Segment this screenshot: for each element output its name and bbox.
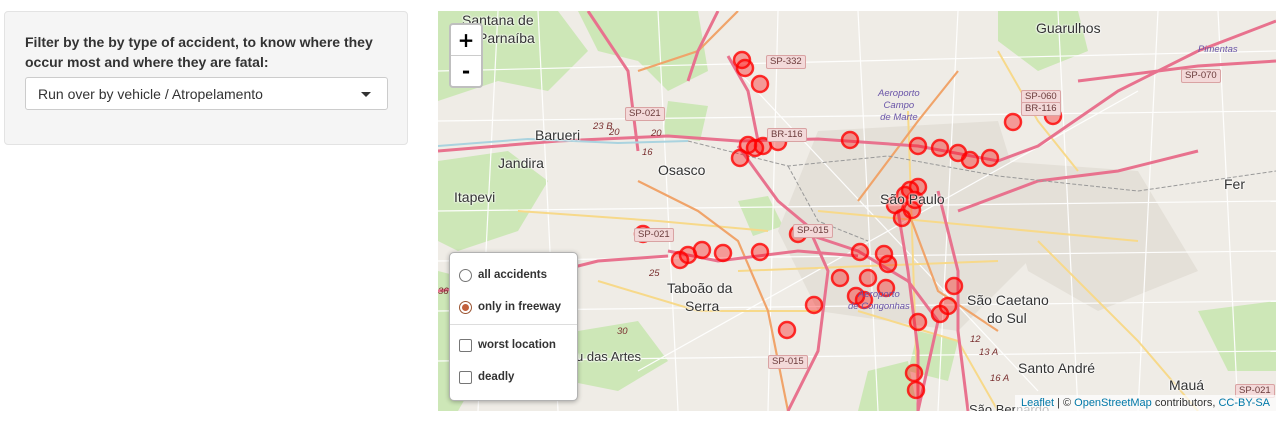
license-link[interactable]: CC-BY-SA	[1218, 397, 1270, 409]
place-osasco: Osasco	[658, 162, 706, 178]
place-pimentas: Pimentas	[1198, 44, 1238, 55]
accident-marker[interactable]	[874, 244, 894, 264]
filter-panel: Filter by the by type of accident, to kn…	[4, 11, 408, 145]
accident-marker[interactable]	[908, 177, 928, 197]
checkbox-label: deadly	[478, 371, 515, 383]
accident-marker[interactable]	[670, 250, 690, 270]
accident-marker[interactable]	[750, 242, 770, 262]
leaflet-link[interactable]: Leaflet	[1020, 397, 1054, 409]
accident-marker[interactable]	[777, 320, 797, 340]
road-sp015-south: SP-015	[768, 355, 808, 369]
place-barueri: Barueri	[535, 127, 581, 143]
layers-control: all accidents only in freeway worst loca…	[449, 252, 578, 401]
checkbox[interactable]	[459, 338, 472, 352]
place-sao-caetano: São Caetano	[967, 292, 1049, 308]
km-marker: 36	[438, 286, 449, 297]
accident-marker[interactable]	[908, 312, 928, 332]
accident-marker[interactable]	[713, 243, 733, 263]
accident-marker[interactable]	[938, 296, 958, 316]
accident-marker[interactable]	[980, 148, 1000, 168]
select-value: Run over by vehicle / Atropelamento	[38, 86, 263, 102]
poi-congonhas: Aeroporto de Congonhas	[848, 289, 910, 312]
place-taboao-serra: Serra	[685, 298, 720, 314]
place-parnaiba: Parnaíba	[478, 30, 535, 46]
divider	[450, 324, 577, 325]
km-marker: 20	[609, 127, 620, 138]
accident-marker[interactable]	[840, 130, 860, 150]
accident-marker[interactable]	[730, 148, 750, 168]
road-sp021-south: SP-021	[634, 228, 674, 242]
accident-type-select[interactable]: Run over by vehicle / Atropelamento	[25, 77, 388, 110]
checkbox-worst-location[interactable]: worst location	[459, 335, 556, 355]
osm-link[interactable]: OpenStreetMap	[1074, 397, 1152, 409]
road-br116: BR-116	[767, 128, 807, 142]
km-marker: 16	[642, 147, 653, 158]
radio-label: only in freeway	[478, 301, 562, 313]
accident-marker[interactable]	[750, 74, 770, 94]
zoom-in-button[interactable]: +	[451, 25, 481, 56]
accident-marker[interactable]	[804, 295, 824, 315]
km-marker: 30	[617, 326, 628, 337]
checkbox[interactable]	[459, 370, 472, 384]
road-sp015: SP-015	[793, 224, 833, 238]
map-attribution: Leaflet | © OpenStreetMap contributors, …	[1014, 395, 1276, 411]
accident-marker[interactable]	[1003, 112, 1023, 132]
accident-marker[interactable]	[830, 268, 850, 288]
radio-button-selected[interactable]	[459, 300, 472, 314]
km-marker: 20	[651, 128, 662, 139]
accident-marker[interactable]	[858, 268, 878, 288]
accident-markers	[633, 50, 1063, 400]
accident-marker[interactable]	[878, 254, 898, 274]
accident-marker[interactable]	[906, 380, 926, 400]
radio-label: all accidents	[478, 269, 548, 281]
road-sp332: SP-332	[766, 55, 806, 69]
attribution-contrib: contributors,	[1151, 397, 1219, 409]
km-marker: 25	[649, 268, 660, 279]
place-sao-caetano-sul: do Sul	[987, 310, 1027, 326]
map[interactable]: Santana de Parnaíba Guarulhos Barueri Ja…	[438, 11, 1276, 411]
accident-marker[interactable]	[876, 278, 896, 298]
radio-all-accidents[interactable]: all accidents	[459, 265, 547, 285]
place-sao-paulo: São Paulo	[880, 191, 945, 207]
zoom-out-button[interactable]: -	[461, 59, 471, 83]
place-sao-bernardo: São Bernardo	[969, 402, 1050, 411]
km-marker: 13 A	[979, 347, 999, 358]
filter-label: Filter by the by type of accident, to kn…	[25, 34, 373, 70]
checkbox-deadly[interactable]: deadly	[459, 367, 514, 387]
place-das-artes: u das Artes	[576, 349, 642, 364]
zoom-control: + -	[449, 23, 483, 88]
accident-marker[interactable]	[908, 136, 928, 156]
road-sp070: SP-070	[1181, 69, 1221, 83]
accident-marker[interactable]	[944, 276, 964, 296]
place-fer: Fer	[1224, 176, 1245, 192]
accident-marker[interactable]	[850, 242, 870, 262]
place-santo-andre: Santo André	[1018, 360, 1096, 376]
accident-marker[interactable]	[930, 138, 950, 158]
place-maua: Mauá	[1169, 377, 1205, 393]
place-guarulhos: Guarulhos	[1036, 20, 1101, 36]
poi-campo-de-marte: Aeroporto Campo de Marte	[878, 88, 920, 123]
place-jandira: Jandira	[498, 155, 544, 171]
km-marker: 12	[970, 334, 981, 345]
km-marker: 23 B	[593, 121, 613, 132]
chevron-down-icon	[361, 92, 371, 97]
road-sp021: SP-021	[625, 107, 665, 121]
attribution-sep: | ©	[1054, 397, 1075, 409]
place-itapevi: Itapevi	[454, 189, 496, 205]
place-taboao: Taboão da	[667, 280, 733, 296]
radio-button[interactable]	[459, 268, 472, 282]
accident-marker[interactable]	[735, 58, 755, 78]
accident-marker[interactable]	[960, 150, 980, 170]
accident-marker[interactable]	[892, 208, 912, 228]
km-marker: 16 A	[990, 373, 1010, 384]
accident-marker[interactable]	[854, 290, 874, 310]
radio-only-freeway[interactable]: only in freeway	[459, 297, 561, 317]
accident-marker[interactable]	[904, 363, 924, 383]
road-br116-east: BR-116	[1021, 102, 1061, 116]
checkbox-label: worst location	[478, 339, 556, 351]
